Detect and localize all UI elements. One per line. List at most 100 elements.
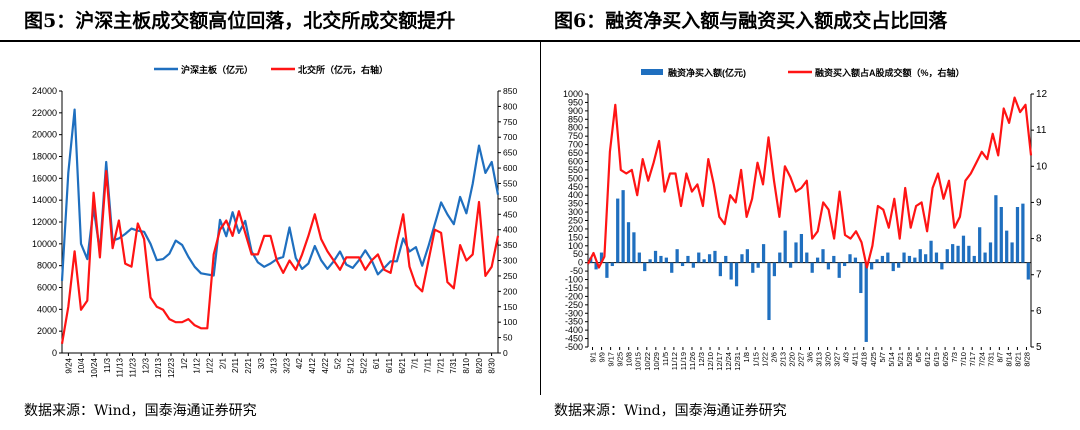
x-tick-label: 12/3 (697, 352, 706, 367)
x-tick-label: 1/2 (180, 357, 189, 369)
bar-net-financing-buy (653, 250, 658, 263)
bar-net-financing-buy (767, 262, 771, 321)
x-tick-label: 6/5 (914, 352, 923, 362)
bar-net-financing-buy (875, 259, 879, 263)
bar-net-financing-buy (734, 262, 739, 287)
bar-net-financing-buy (637, 252, 641, 263)
x-tick-label: 5/28 (905, 352, 914, 367)
left-y-tick-label: -350 (565, 317, 583, 327)
right-chart: -500-450-400-350-300-250-200-150-100-500… (563, 67, 1048, 371)
bar-net-financing-buy (826, 262, 831, 270)
bar-net-financing-buy (740, 254, 744, 263)
right-y-tick-label: 600 (503, 163, 517, 173)
bar-net-financing-buy (994, 195, 998, 263)
x-tick-label: 11/13 (116, 357, 125, 377)
left-y-tick-label: 350 (568, 199, 583, 209)
right-y-tick-label: 850 (503, 86, 517, 96)
x-tick-label: 6/11 (385, 357, 394, 373)
bar-net-financing-buy (702, 259, 706, 263)
bar-net-financing-buy (756, 262, 760, 268)
line-bse-turnover (60, 170, 500, 344)
right-y-tick-label: 500 (503, 194, 517, 204)
left-y-tick-label: 750 (568, 131, 583, 141)
x-tick-label: 1/22 (205, 357, 214, 373)
bar-net-financing-buy (761, 244, 766, 263)
bar-net-financing-buy (983, 252, 987, 263)
x-tick-label: 12/13 (154, 357, 163, 378)
x-tick-label: 6/26 (941, 352, 950, 367)
bar-net-financing-buy (643, 262, 647, 272)
right-y-tick-label: 6 (1036, 306, 1042, 317)
right-y-tick-label: 10 (1036, 161, 1048, 172)
bar-net-financing-buy (648, 259, 652, 263)
bar-net-financing-buy (951, 244, 955, 263)
left-y-tick-label: 250 (568, 216, 583, 226)
x-tick-label: 3/20 (824, 352, 833, 367)
x-tick-label: 5/12 (347, 357, 356, 373)
right-figure-title: 图6：融资净买入额与融资买入额成交占比回落 (554, 10, 948, 32)
left-y-tick-label: 100 (568, 241, 583, 251)
x-tick-label: 9/1 (589, 352, 598, 362)
bar-net-financing-buy (670, 262, 674, 273)
bar-net-financing-buy (1010, 242, 1014, 263)
bar-net-financing-buy (870, 262, 874, 270)
x-tick-label: 2/20 (787, 352, 796, 367)
bar-net-financing-buy (788, 262, 793, 268)
bar-net-financing-buy (610, 262, 614, 267)
right-y-tick-label: 50 (503, 333, 513, 343)
right-y-tick-label: 200 (503, 286, 517, 296)
x-tick-label: 4/2 (295, 357, 304, 369)
bar-net-financing-buy (897, 262, 901, 268)
right-y-tick-label: 7 (1036, 270, 1042, 281)
x-tick-label: 3/27 (833, 352, 842, 367)
bar-net-financing-buy (616, 198, 620, 263)
bar-net-financing-buy (821, 249, 825, 263)
bar-net-financing-buy (1021, 203, 1025, 263)
x-tick-label: 8/30 (488, 357, 497, 373)
bar-net-financing-buy (918, 249, 922, 263)
left-y-tick-label: 12000 (32, 217, 57, 227)
left-y-tick-label: 150 (568, 232, 583, 242)
x-tick-label: 11/26 (688, 352, 697, 370)
x-tick-label: 7/11 (423, 357, 432, 373)
x-tick-label: 3/13 (270, 357, 279, 373)
x-tick-label: 12/23 (167, 357, 176, 378)
bar-net-financing-buy (853, 257, 858, 263)
left-panel: 图5：沪深主板成交额高位回落，北交所成交额提升 0 2000 4000 6000 800… (0, 10, 540, 419)
bar-net-financing-buy (880, 255, 885, 263)
x-tick-label: 5/7 (878, 352, 887, 362)
x-tick-label: 8/10 (462, 357, 471, 373)
x-tick-label: 11/23 (129, 357, 138, 377)
left-y-tick-label: 0 (578, 258, 583, 268)
right-y-tick-label: 450 (503, 209, 517, 219)
left-y-tick-label: 800 (568, 123, 583, 133)
x-tick-label: 4/12 (308, 357, 317, 373)
left-y-tick-label: 550 (568, 165, 583, 175)
x-tick-label: 11/5 (661, 352, 670, 366)
left-y-tick-label: 450 (568, 182, 583, 192)
x-tick-label: 10/29 (652, 352, 661, 371)
right-y-tick-label: 150 (503, 302, 517, 312)
right-y-tick-label: 11 (1036, 125, 1047, 136)
bar-net-financing-buy (632, 232, 636, 263)
bar-net-financing-buy (686, 255, 690, 263)
x-tick-label: 7/31 (986, 352, 995, 367)
bar-net-financing-buy (978, 227, 982, 263)
left-y-tick-label: 950 (568, 97, 583, 107)
bar-net-financing-buy (675, 249, 679, 263)
right-y-tick-label: 5 (1036, 342, 1042, 353)
left-y-tick-label: 500 (568, 173, 583, 183)
x-tick-label: 11/12 (670, 352, 679, 370)
x-tick-label: 7/31 (449, 357, 458, 373)
bar-net-financing-buy (783, 230, 787, 263)
legend-swatch-bar (641, 69, 663, 75)
right-y-tick-label: 8 (1036, 234, 1042, 245)
bar-net-financing-buy (1015, 207, 1020, 263)
x-tick-label: 10/24 (90, 357, 99, 378)
x-tick-label: 7/3 (950, 352, 959, 362)
left-y-tick-label: 700 (568, 140, 583, 150)
line-financing-share (587, 96, 1033, 269)
bar-net-financing-buy (799, 233, 804, 263)
bar-net-financing-buy (902, 252, 906, 263)
x-tick-label: 7/1 (411, 357, 420, 369)
